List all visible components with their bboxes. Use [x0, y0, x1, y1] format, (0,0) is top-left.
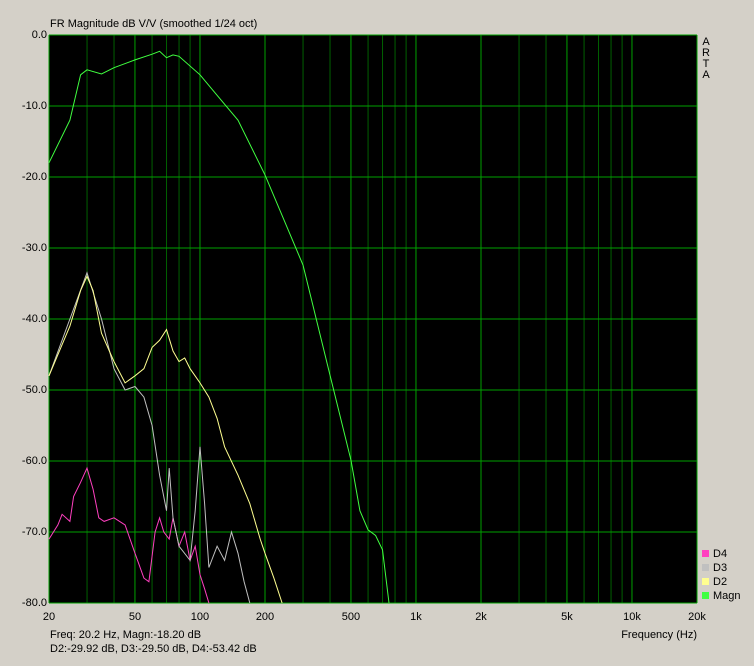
y-tick-label: -30.0 [22, 242, 47, 254]
y-tick-label: -80.0 [22, 597, 47, 609]
legend-swatch [702, 578, 709, 585]
y-tick-label: -20.0 [22, 171, 47, 183]
legend-label: D2 [713, 576, 727, 588]
chart-title: FR Magnitude dB V/V (smoothed 1/24 oct) [50, 18, 257, 30]
legend-label: Magn [713, 590, 741, 602]
legend-label: D3 [713, 562, 727, 574]
legend-swatch [702, 592, 709, 599]
legend-swatch [702, 564, 709, 571]
y-tick-label: -10.0 [22, 100, 47, 112]
series-line [48, 50, 390, 604]
y-tick-label: -60.0 [22, 455, 47, 467]
status-line: D2:-29.92 dB, D3:-29.50 dB, D4:-53.42 dB [50, 643, 257, 655]
x-tick-label: 500 [342, 611, 360, 623]
x-tick-label: 100 [191, 611, 209, 623]
x-tick-label: 200 [256, 611, 274, 623]
x-axis-label: Frequency (Hz) [621, 629, 697, 641]
y-tick-label: -70.0 [22, 526, 47, 538]
y-tick-label: -40.0 [22, 313, 47, 325]
series-line [48, 466, 210, 604]
legend-label: D4 [713, 548, 727, 560]
x-tick-label: 10k [623, 611, 641, 623]
y-tick-label: -50.0 [22, 384, 47, 396]
y-tick-label: 0.0 [32, 29, 47, 41]
legend-swatch [702, 550, 709, 557]
status-line: Freq: 20.2 Hz, Magn:-18.20 dB [50, 629, 201, 641]
x-tick-label: 2k [475, 611, 487, 623]
series-line [48, 271, 251, 604]
x-tick-label: 1k [410, 611, 422, 623]
x-tick-label: 5k [561, 611, 573, 623]
series-line [48, 275, 283, 604]
x-tick-label: 20k [688, 611, 706, 623]
x-tick-label: 50 [129, 611, 141, 623]
x-tick-label: 20 [43, 611, 55, 623]
